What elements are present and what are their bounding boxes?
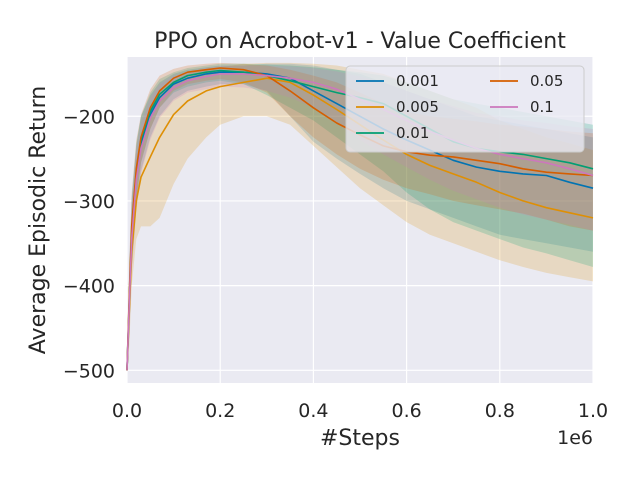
x-tick-label: 0.8	[485, 400, 515, 422]
x-axis-label: #Steps	[320, 426, 400, 451]
tick-labels: 0.0 0.2 0.4 0.6 0.8 1.0 −500 −400 −300 −200	[63, 106, 608, 422]
legend-label-0.1: 0.1	[530, 98, 554, 116]
series-line-0.005	[126, 77, 594, 371]
y-tick-label: −200	[63, 106, 115, 128]
legend-label-0.01: 0.01	[396, 124, 429, 142]
legend: 0.001 0.005 0.01 0.05 0.1	[345, 65, 585, 153]
chart-title: PPO on Acrobot-v1 - Value Coefficient	[154, 29, 566, 54]
legend-box	[345, 65, 585, 153]
y-tick-label: −400	[63, 276, 115, 298]
series-line-0.05	[126, 67, 594, 371]
legend-label-0.005: 0.005	[396, 98, 439, 116]
x-tick-label: 0.2	[205, 400, 235, 422]
legend-label-0.05: 0.05	[530, 72, 563, 90]
x-tick-label: 0.0	[112, 400, 142, 422]
x-tick-label: 1.0	[578, 400, 608, 422]
x-tick-label: 0.6	[391, 400, 421, 422]
legend-label-0.001: 0.001	[396, 72, 439, 90]
x-tick-label: 0.4	[298, 400, 328, 422]
y-axis-label: Average Episodic Return	[26, 86, 51, 354]
y-tick-label: −300	[63, 191, 115, 213]
x-axis-offset-label: 1e6	[557, 427, 593, 449]
y-tick-label: −500	[63, 360, 115, 382]
